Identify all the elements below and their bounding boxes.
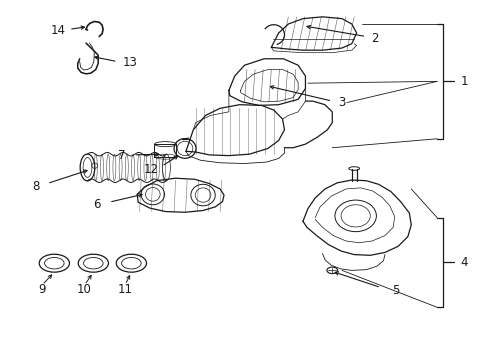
Text: 13: 13: [122, 56, 137, 69]
Text: 5: 5: [391, 284, 399, 297]
Text: 4: 4: [459, 256, 467, 269]
Text: 9: 9: [39, 283, 46, 296]
Text: 14: 14: [51, 24, 65, 37]
Text: 8: 8: [32, 180, 40, 193]
Text: 1: 1: [459, 75, 467, 88]
Text: 6: 6: [93, 198, 101, 211]
Text: 10: 10: [77, 283, 92, 296]
Text: 3: 3: [338, 96, 345, 109]
Text: 11: 11: [117, 283, 132, 296]
Text: 2: 2: [371, 32, 378, 45]
Text: 12: 12: [143, 163, 158, 176]
Text: 7: 7: [118, 149, 125, 162]
